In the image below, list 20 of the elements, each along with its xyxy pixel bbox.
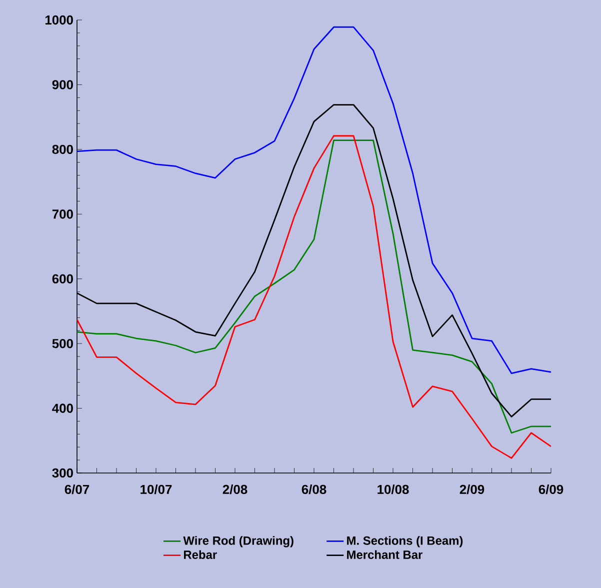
legend-label: Merchant Bar	[347, 550, 422, 559]
x-tick-label: 6/07	[64, 484, 90, 494]
legend-label: Wire Rod (Drawing)	[183, 536, 294, 548]
y-tick-label: 700	[52, 210, 73, 219]
y-tick-label: 900	[52, 80, 73, 90]
y-tick-label: 1000	[45, 15, 73, 25]
x-tick-label: 2/08	[222, 484, 248, 494]
x-tick-label: 2/09	[460, 484, 484, 494]
y-tick-label: 800	[52, 144, 73, 154]
y-tick-label: 400	[52, 404, 73, 413]
y-tick-label: 600	[52, 274, 73, 284]
y-tick-label: 300	[52, 468, 73, 478]
y-tick-label: 500	[52, 338, 73, 348]
legend-label: M. Sections (I Beam)	[347, 536, 463, 548]
x-tick-label: 6/09	[538, 484, 564, 494]
x-tick-label: 10/07	[140, 484, 172, 494]
line-series	[77, 26, 552, 374]
x-tick-label: 10/08	[378, 484, 409, 494]
legend-label: Rebar	[184, 550, 217, 559]
x-tick-label: 6/08	[302, 484, 326, 494]
